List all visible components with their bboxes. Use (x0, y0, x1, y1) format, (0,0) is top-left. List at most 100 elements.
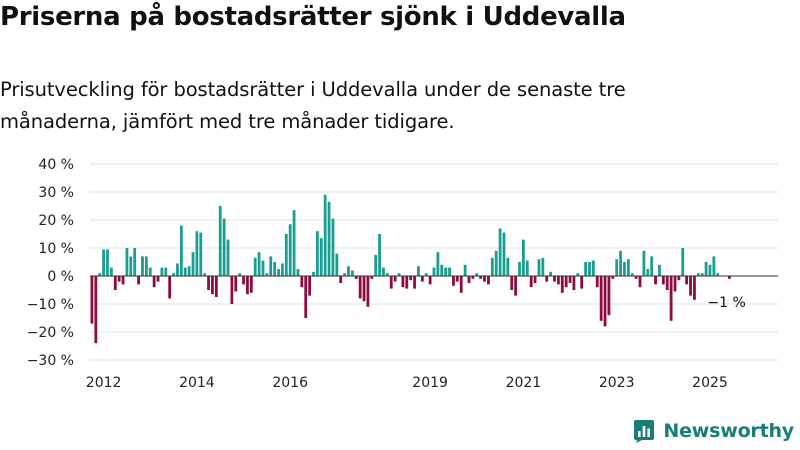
bar (615, 259, 619, 276)
x-tick-label: 2012 (86, 375, 122, 391)
bar (296, 269, 300, 276)
bar (681, 248, 685, 276)
bar (619, 250, 622, 276)
bar (319, 238, 323, 276)
y-tick-label: 10 % (38, 241, 74, 257)
bar (428, 276, 432, 285)
bar (137, 276, 140, 285)
bar-chart: 40 %30 %20 %10 %0 %−10 %−20 %−30 % 2012 2… (27, 157, 778, 391)
bar (277, 269, 280, 276)
brand-name: Newsworthy (663, 420, 794, 442)
bar (420, 276, 424, 282)
y-tick-label: 30 % (38, 185, 74, 201)
bar (168, 276, 172, 299)
bar (117, 276, 121, 282)
bar (261, 260, 265, 276)
bar (207, 276, 210, 290)
chart-title: Priserna på bostadsrätter sjönk i Uddeva… (0, 2, 626, 32)
bar (483, 276, 486, 282)
bar (265, 273, 269, 276)
bar (222, 218, 226, 276)
bar (327, 201, 331, 276)
bar (335, 253, 339, 276)
bar (654, 276, 657, 285)
bar (487, 276, 490, 285)
last-value-annotation: −1 % (707, 295, 745, 311)
bar (144, 256, 148, 276)
bar (634, 276, 638, 279)
bar (525, 260, 529, 276)
bar (576, 273, 580, 276)
bar (533, 276, 537, 283)
bar (102, 249, 106, 276)
bar (518, 262, 521, 276)
bar (650, 256, 654, 276)
bar (510, 276, 514, 290)
newsworthy-logo: Newsworthy (631, 418, 794, 444)
x-tick-label: 2023 (599, 375, 635, 391)
bar (179, 225, 183, 276)
x-tick-label: 2019 (412, 375, 448, 391)
bar (646, 269, 650, 276)
bar (479, 276, 483, 279)
bar (560, 276, 564, 293)
bar (611, 276, 615, 279)
bar (141, 256, 144, 276)
bar (183, 267, 187, 276)
bar (90, 276, 94, 324)
bar (191, 252, 195, 276)
bar (541, 257, 545, 276)
bar (440, 264, 444, 276)
bar (514, 276, 518, 296)
bar (214, 276, 218, 297)
bar (148, 267, 152, 276)
bar (432, 267, 436, 276)
bar (176, 263, 179, 276)
bar (580, 276, 584, 289)
bar (281, 263, 284, 276)
bar (669, 276, 673, 321)
bar (246, 276, 249, 295)
bar (308, 276, 312, 296)
bar (728, 276, 731, 279)
bar (607, 276, 611, 316)
bar (665, 276, 669, 290)
x-axis-labels: 2012 2014 2016 2019 2021 2023 2025 (86, 375, 728, 391)
bar (712, 256, 716, 276)
bar (300, 276, 304, 288)
bar (417, 266, 420, 276)
x-tick-label: 2016 (272, 375, 308, 391)
bar (172, 273, 175, 276)
bar (152, 276, 156, 288)
bar (129, 256, 133, 276)
bar (459, 276, 463, 293)
bar (370, 276, 374, 279)
x-tick-label: 2014 (179, 375, 215, 391)
bar (160, 267, 164, 276)
bar (595, 276, 599, 288)
bar (564, 276, 568, 288)
bar (397, 273, 401, 276)
bar (242, 276, 245, 285)
bar (315, 231, 319, 276)
bar (467, 276, 471, 283)
bar (312, 271, 315, 276)
bar (704, 262, 708, 276)
bar (323, 194, 327, 276)
bar (603, 276, 607, 327)
bar (556, 276, 560, 285)
bar (382, 267, 385, 276)
bar (677, 276, 681, 281)
bar (350, 270, 354, 276)
bar (490, 257, 494, 276)
bar (203, 273, 207, 276)
bar (405, 276, 409, 289)
bar (693, 276, 696, 300)
bar (529, 276, 533, 288)
bar (708, 264, 712, 276)
bar (436, 252, 440, 276)
bar (463, 264, 467, 276)
bar (98, 273, 102, 276)
bar (661, 276, 665, 285)
x-tick-label: 2021 (506, 375, 542, 391)
